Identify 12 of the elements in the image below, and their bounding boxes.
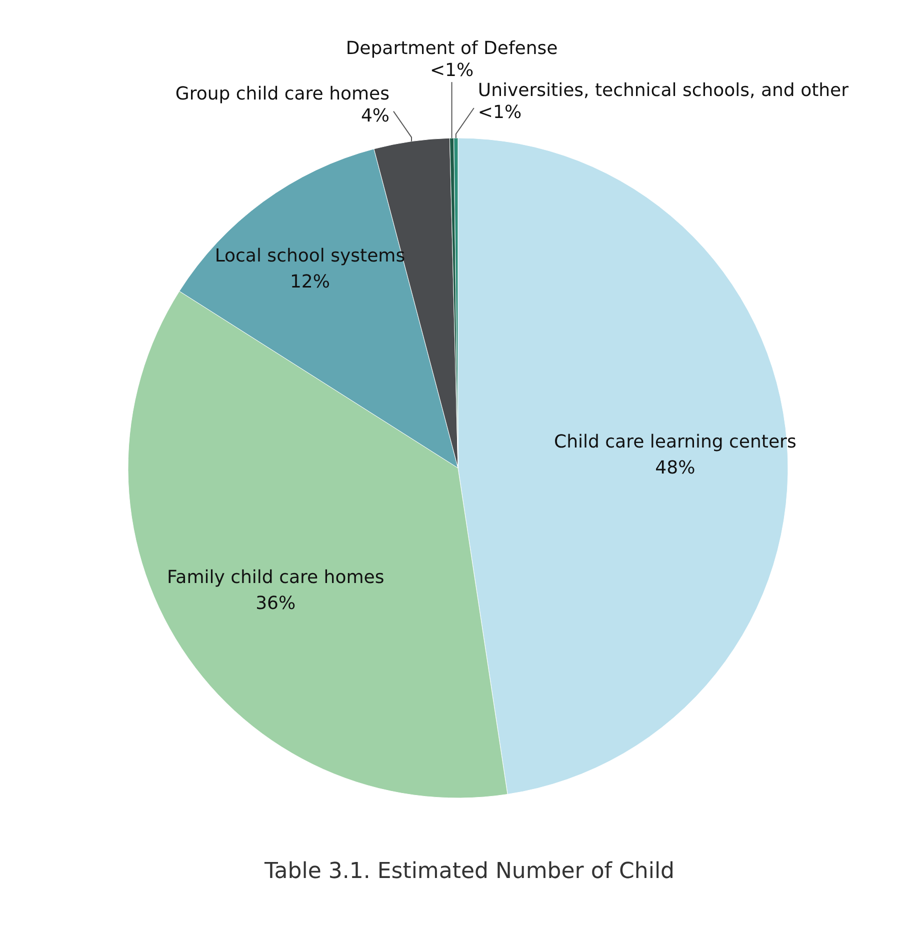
data-label: <1%: [478, 102, 522, 124]
data-label: 4%: [360, 105, 390, 126]
slice-label: Child care learning centers: [554, 432, 796, 453]
caption: Table 3.1. Estimated Number of Child: [263, 859, 675, 884]
data-label: <1%: [430, 60, 474, 82]
slice-label: Family child care homes: [166, 567, 384, 588]
data-label: 48%: [655, 458, 696, 479]
slice-label: Universities, technical schools, and other: [478, 80, 850, 102]
data-label: 12%: [290, 272, 330, 293]
slice-label: Group child care homes: [175, 83, 390, 104]
slice-label: Department of Defense: [346, 38, 558, 60]
data-label: 36%: [256, 593, 296, 614]
